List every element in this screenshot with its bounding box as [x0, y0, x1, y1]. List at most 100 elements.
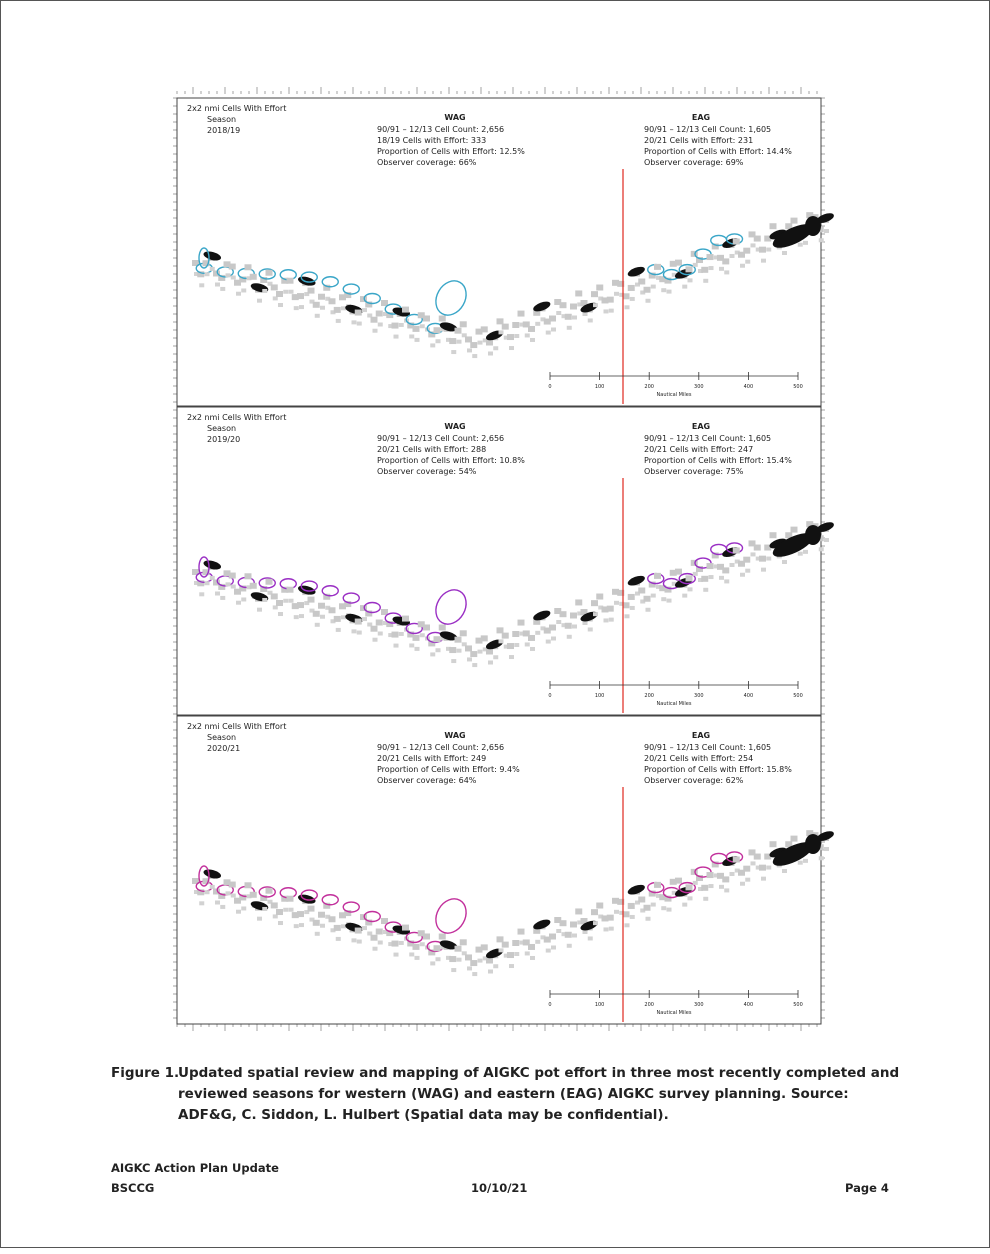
effort-cell — [535, 940, 540, 944]
effort-cell — [745, 569, 750, 573]
effort-cell — [357, 322, 362, 326]
effort-cell — [250, 583, 257, 589]
effort-cell — [625, 305, 630, 309]
effort-cell — [791, 527, 798, 533]
effort-cell — [743, 866, 750, 872]
scale-unit: Nautical Miles — [657, 701, 692, 707]
wag-stat: Proportion of Cells with Effort: 10.8% — [377, 456, 525, 465]
wag-stat: 18/19 Cells with Effort: 333 — [377, 136, 486, 145]
eag-heading: EAG — [692, 113, 710, 122]
effort-cell — [770, 223, 777, 229]
effort-cell — [575, 599, 582, 605]
effort-cell — [518, 620, 525, 626]
effort-cell — [460, 630, 467, 636]
effort-cell — [486, 649, 493, 655]
effort-cell — [423, 624, 430, 630]
effort-cell — [220, 596, 225, 600]
effort-cell — [607, 606, 614, 612]
effort-cell — [709, 884, 714, 888]
effort-cell — [693, 263, 698, 267]
effort-cell — [283, 908, 288, 912]
scale-label: 500 — [793, 693, 803, 699]
effort-cell — [625, 614, 630, 618]
effort-cell — [241, 288, 246, 292]
effort-cell — [525, 642, 530, 646]
effort-cell — [439, 933, 446, 939]
effort-cell — [320, 615, 325, 619]
effort-cell — [457, 649, 462, 653]
effort-cell — [497, 627, 504, 633]
effort-cell — [593, 921, 598, 925]
effort-cell — [271, 902, 278, 908]
effort-cell — [236, 292, 241, 296]
scale-label: 0 — [548, 693, 551, 699]
effort-cell — [467, 966, 472, 970]
effort-cell — [604, 309, 609, 313]
effort-cell — [355, 928, 362, 934]
effort-cell — [549, 934, 556, 940]
effort-cell — [493, 346, 498, 350]
effort-cell — [420, 942, 425, 946]
effort-cell — [373, 638, 378, 642]
effort-cell — [287, 278, 294, 284]
effort-cell — [378, 323, 383, 327]
effort-cell — [318, 294, 325, 300]
effort-cell — [761, 877, 766, 881]
effort-cell — [449, 338, 456, 344]
effort-cell — [329, 298, 336, 304]
effort-cell — [236, 910, 241, 914]
effort-cell — [362, 926, 367, 930]
effort-cell — [733, 857, 740, 863]
effort-cell — [646, 299, 651, 303]
effort-cell — [355, 619, 362, 625]
effort-cell — [199, 283, 204, 287]
effort-cell — [250, 892, 257, 898]
effort-cell — [488, 352, 493, 356]
effort-cell — [457, 340, 462, 344]
effort-cell — [551, 946, 556, 950]
wag-stat: 90/91 – 12/13 Cell Count: 2,656 — [377, 743, 504, 752]
effort-cell — [436, 648, 441, 652]
effort-cell — [231, 585, 236, 589]
effort-cell — [357, 940, 362, 944]
scale-label: 400 — [744, 1002, 754, 1008]
effort-cell — [766, 248, 771, 252]
effort-cell — [460, 321, 467, 327]
effort-cell — [283, 599, 288, 603]
effort-cell — [707, 563, 714, 569]
effort-cell — [675, 878, 682, 884]
effort-cell — [593, 612, 598, 616]
effort-cell — [502, 942, 509, 948]
effort-cell — [549, 625, 556, 631]
effort-cell — [394, 953, 399, 957]
effort-cell — [528, 635, 535, 641]
effort-cell — [518, 929, 525, 935]
effort-cell — [675, 260, 682, 266]
effort-cell — [362, 617, 367, 621]
effort-cell — [294, 306, 299, 310]
effort-cell — [273, 914, 278, 918]
effort-cell — [638, 588, 645, 594]
effort-cell — [754, 545, 761, 551]
effort-cell — [556, 620, 561, 624]
effort-cell — [357, 631, 362, 635]
effort-cell — [651, 594, 656, 598]
effort-cell — [420, 633, 425, 637]
caption-label: Figure 1. — [111, 1063, 179, 1084]
effort-cell — [719, 885, 724, 889]
effort-cell — [215, 282, 220, 286]
effort-cell — [220, 287, 225, 291]
effort-cell — [556, 311, 561, 315]
effort-cell — [583, 930, 588, 934]
effort-cell — [646, 608, 651, 612]
effort-cell — [229, 264, 236, 270]
effort-cell — [449, 647, 456, 653]
effort-cell — [507, 334, 514, 340]
wag-stat: 20/21 Cells with Effort: 249 — [377, 754, 486, 763]
effort-cell — [289, 290, 294, 294]
wag-stat: 90/91 – 12/13 Cell Count: 2,656 — [377, 434, 504, 443]
effort-cell — [472, 354, 477, 358]
effort-cell — [299, 305, 304, 309]
effort-cell — [588, 627, 593, 631]
effort-cell — [570, 612, 577, 618]
